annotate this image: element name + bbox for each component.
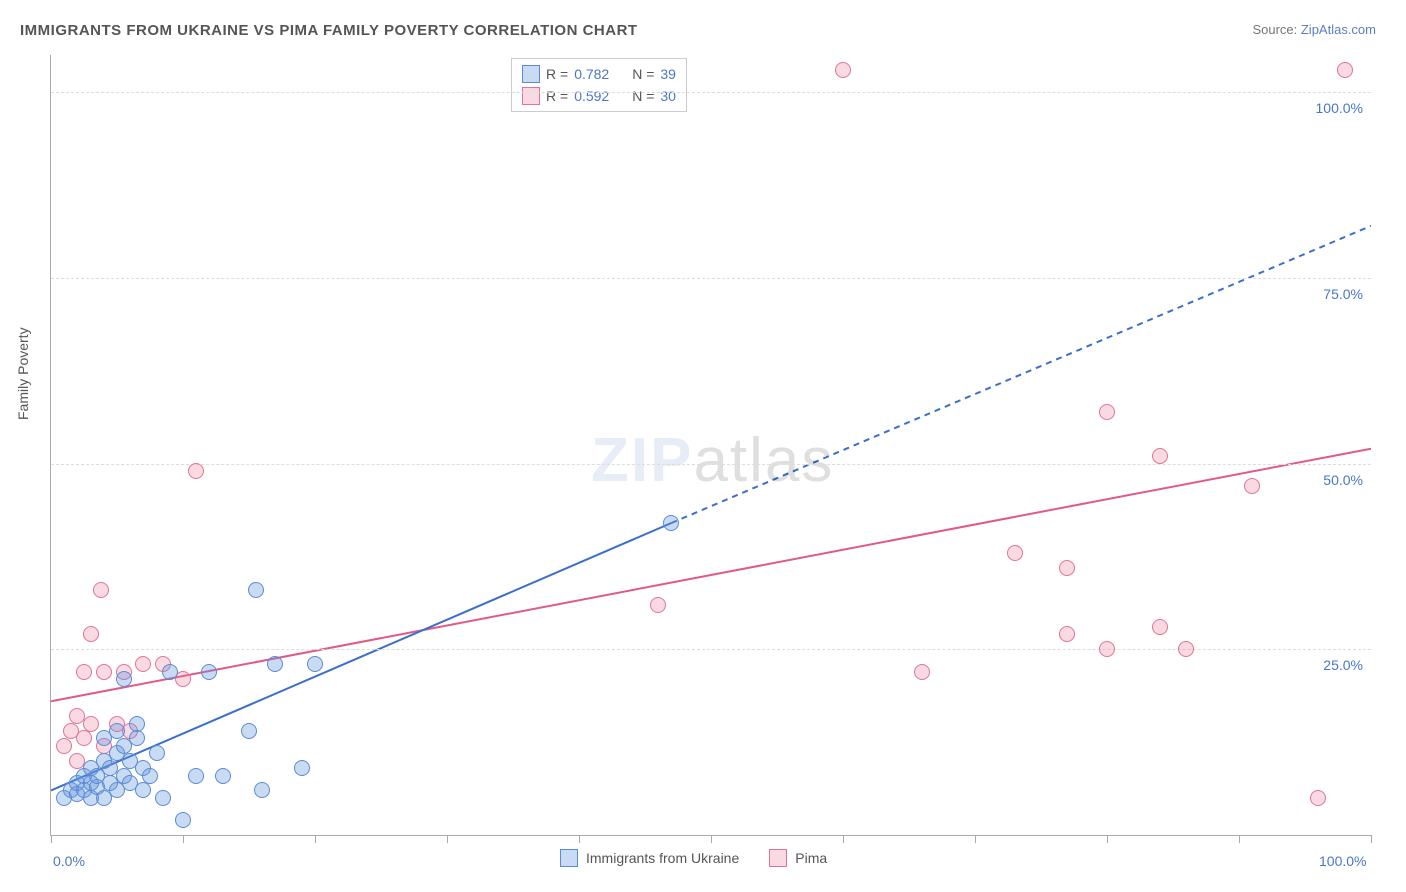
data-point xyxy=(135,656,151,672)
legend-n-value: 39 xyxy=(660,63,676,85)
legend-n-label: N = xyxy=(632,63,654,85)
x-tick xyxy=(1371,835,1372,843)
data-point xyxy=(93,582,109,598)
data-point xyxy=(76,664,92,680)
data-point xyxy=(254,782,270,798)
data-point xyxy=(142,768,158,784)
legend-swatch xyxy=(560,849,578,867)
data-point xyxy=(76,730,92,746)
data-point xyxy=(307,656,323,672)
trend-lines-layer xyxy=(51,55,1371,835)
data-point xyxy=(116,671,132,687)
watermark-atlas: atlas xyxy=(693,426,834,495)
data-point xyxy=(835,62,851,78)
data-point xyxy=(1059,560,1075,576)
legend-swatch xyxy=(769,849,787,867)
data-point xyxy=(162,664,178,680)
legend-series-label: Pima xyxy=(795,850,827,866)
data-point xyxy=(201,664,217,680)
gridline-h xyxy=(51,92,1371,93)
y-tick-label: 75.0% xyxy=(1323,286,1363,302)
data-point xyxy=(175,812,191,828)
legend-swatch xyxy=(522,65,540,83)
y-tick-label: 100.0% xyxy=(1316,100,1363,116)
data-point xyxy=(1337,62,1353,78)
legend-r-value: 0.592 xyxy=(574,85,626,107)
data-point xyxy=(215,768,231,784)
data-point xyxy=(650,597,666,613)
legend-series-label: Immigrants from Ukraine xyxy=(586,850,739,866)
legend-r-label: R = xyxy=(546,85,568,107)
legend-series-item: Immigrants from Ukraine xyxy=(560,849,739,867)
legend-stats-row: R = 0.592 N = 30 xyxy=(522,85,676,107)
x-tick xyxy=(51,835,52,843)
legend-swatch xyxy=(522,87,540,105)
legend-series: Immigrants from Ukraine Pima xyxy=(560,849,827,867)
x-tick xyxy=(1107,835,1108,843)
x-tick xyxy=(447,835,448,843)
x-tick xyxy=(315,835,316,843)
x-tick xyxy=(711,835,712,843)
legend-stats-box: R = 0.782 N = 39 R = 0.592 N = 30 xyxy=(511,58,687,112)
data-point xyxy=(129,730,145,746)
data-point xyxy=(241,723,257,739)
watermark: ZIPatlas xyxy=(591,425,834,496)
scatter-plot-area: ZIPatlas R = 0.782 N = 39 R = 0.592 N = 30 25.0… xyxy=(50,55,1371,836)
data-point xyxy=(248,582,264,598)
data-point xyxy=(1007,545,1023,561)
data-point xyxy=(83,626,99,642)
chart-title: IMMIGRANTS FROM UKRAINE VS PIMA FAMILY P… xyxy=(20,22,638,39)
y-tick-label: 25.0% xyxy=(1323,657,1363,673)
data-point xyxy=(1152,448,1168,464)
data-point xyxy=(1310,790,1326,806)
x-tick-label: 0.0% xyxy=(53,853,85,869)
data-point xyxy=(1059,626,1075,642)
data-point xyxy=(188,768,204,784)
x-tick-label: 100.0% xyxy=(1319,853,1366,869)
source-link[interactable]: ZipAtlas.com xyxy=(1301,22,1376,37)
source-prefix: Source: xyxy=(1252,22,1300,37)
x-tick xyxy=(843,835,844,843)
legend-r-label: R = xyxy=(546,63,568,85)
x-tick xyxy=(975,835,976,843)
y-axis-label: Family Poverty xyxy=(15,327,31,420)
data-point xyxy=(1152,619,1168,635)
data-point xyxy=(129,716,145,732)
data-point xyxy=(294,760,310,776)
data-point xyxy=(109,723,125,739)
gridline-h xyxy=(51,649,1371,650)
legend-n-value: 30 xyxy=(660,85,676,107)
trend-line xyxy=(671,226,1371,523)
source-attribution: Source: ZipAtlas.com xyxy=(1252,22,1376,37)
legend-n-label: N = xyxy=(632,85,654,107)
legend-series-item: Pima xyxy=(769,849,827,867)
legend-r-value: 0.782 xyxy=(574,63,626,85)
data-point xyxy=(56,738,72,754)
data-point xyxy=(1244,478,1260,494)
data-point xyxy=(149,745,165,761)
data-point xyxy=(96,664,112,680)
data-point xyxy=(663,515,679,531)
y-tick-label: 50.0% xyxy=(1323,472,1363,488)
data-point xyxy=(155,790,171,806)
data-point xyxy=(1178,641,1194,657)
data-point xyxy=(135,782,151,798)
data-point xyxy=(1099,641,1115,657)
trend-line xyxy=(51,449,1371,702)
watermark-zip: ZIP xyxy=(591,426,693,495)
data-point xyxy=(188,463,204,479)
data-point xyxy=(914,664,930,680)
x-tick xyxy=(183,835,184,843)
x-tick xyxy=(579,835,580,843)
gridline-h xyxy=(51,278,1371,279)
legend-stats-row: R = 0.782 N = 39 xyxy=(522,63,676,85)
data-point xyxy=(1099,404,1115,420)
gridline-h xyxy=(51,464,1371,465)
data-point xyxy=(267,656,283,672)
data-point xyxy=(83,716,99,732)
x-tick xyxy=(1239,835,1240,843)
